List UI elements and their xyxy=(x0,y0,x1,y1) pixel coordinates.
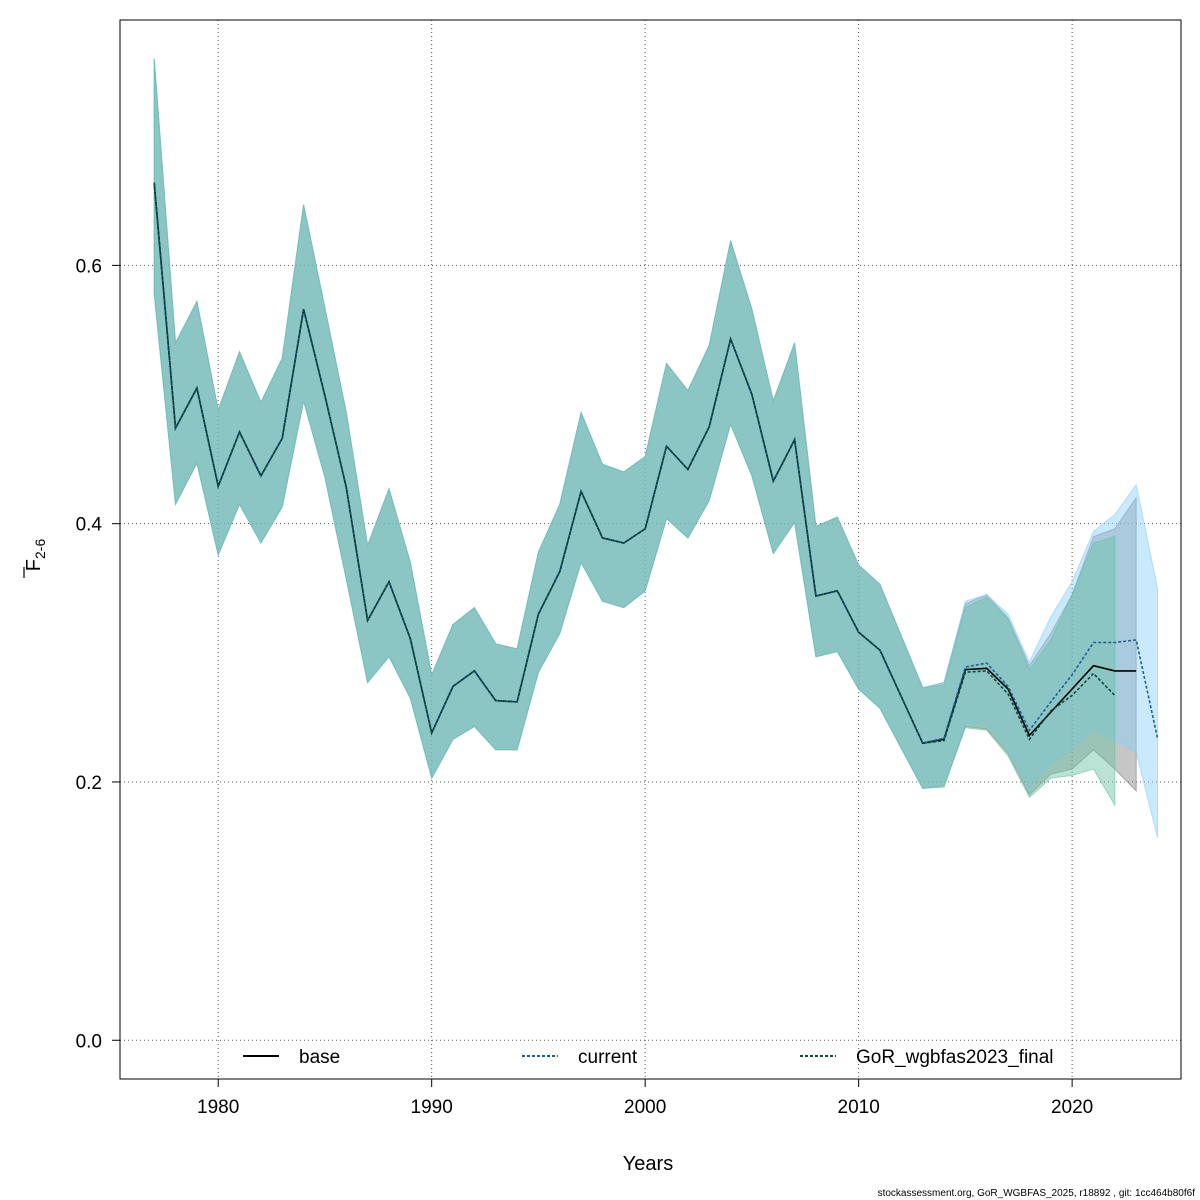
x-axis-title: Years xyxy=(623,1153,673,1175)
legend-label-current: current xyxy=(578,1047,638,1068)
y-tick-label: 0.6 xyxy=(76,256,102,277)
legend-label-GoR_wgbfas2023_final: GoR_wgbfas2023_final xyxy=(856,1047,1054,1068)
y-tick-label: 0.2 xyxy=(76,773,102,794)
y-axis-title-main: F xyxy=(23,559,45,571)
band-GoR_wgbfas2023_final xyxy=(153,58,1116,808)
x-tick-label: 2010 xyxy=(838,1097,880,1118)
x-tick-label: 1980 xyxy=(197,1097,239,1118)
axes: 1980 1990 2000 2010 2020 0.0 0.2 0.4 0.6 xyxy=(76,256,1094,1118)
series-lines xyxy=(153,182,1159,745)
y-axis-title: F2-6 xyxy=(23,539,48,578)
y-tick-label: 0.4 xyxy=(76,515,103,536)
confidence-bands xyxy=(153,58,1158,838)
legend: base current GoR_wgbfas2023_final xyxy=(243,1047,1054,1068)
plot-frame xyxy=(119,19,1182,1080)
y-tick-label: 0.0 xyxy=(76,1031,102,1052)
svg-text:F2-6: F2-6 xyxy=(23,539,48,572)
x-tick-label: 2000 xyxy=(624,1097,666,1118)
x-tick-label: 1990 xyxy=(411,1097,453,1118)
footer-source-note: stockassessment.org, GoR_WGBFAS_2025, r1… xyxy=(878,1188,1196,1199)
x-tick-label: 2020 xyxy=(1051,1097,1093,1118)
legend-label-base: base xyxy=(299,1047,340,1068)
grid xyxy=(120,20,1181,1079)
y-axis-title-sub: 2-6 xyxy=(32,539,48,559)
line-GoR_wgbfas2023_final xyxy=(153,182,1116,745)
